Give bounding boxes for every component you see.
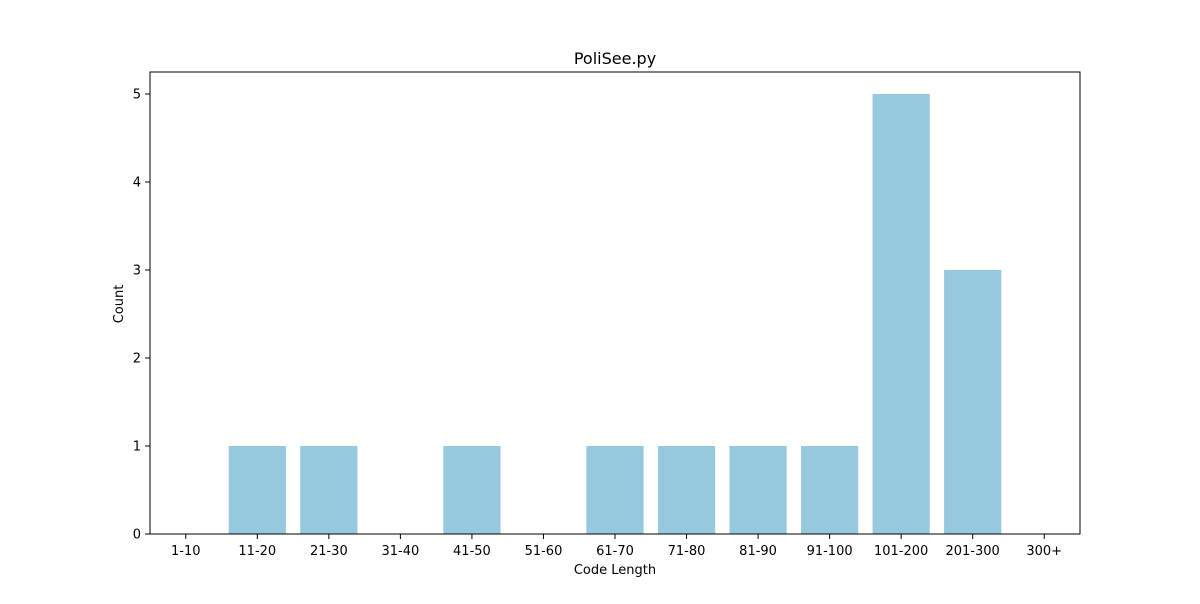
x-tick-label: 11-20 — [238, 544, 276, 559]
x-tick-label: 21-30 — [310, 544, 348, 559]
bar-101-200 — [872, 94, 930, 534]
x-tick-label: 91-100 — [807, 544, 853, 559]
y-tick-label: 4 — [133, 176, 141, 191]
x-tick-label: 61-70 — [596, 544, 634, 559]
bar-41-50 — [443, 446, 501, 534]
y-tick-label: 5 — [133, 88, 141, 103]
y-tick-label: 0 — [133, 528, 141, 543]
x-tick-label: 71-80 — [668, 544, 706, 559]
x-tick-label: 41-50 — [453, 544, 491, 559]
x-tick-label: 31-40 — [381, 544, 419, 559]
x-tick-label: 51-60 — [525, 544, 563, 559]
bar-21-30 — [300, 446, 358, 534]
chart-title: PoliSee.py — [574, 49, 656, 68]
bar-91-100 — [801, 446, 859, 534]
bar-71-80 — [657, 446, 716, 534]
x-tick-label: 201-300 — [946, 544, 1000, 559]
y-tick-label: 2 — [133, 352, 141, 367]
x-tick-label: 1-10 — [171, 544, 201, 559]
x-tick-label: 81-90 — [739, 544, 777, 559]
axes-layer: 1-10 11-20 21-30 31-40 41-50 51-60 61-70 71-80 8… — [133, 71, 1081, 559]
bar-201-300 — [944, 270, 1002, 534]
labels-layer: PoliSee.py Code Length Count — [112, 49, 656, 578]
y-tick-label: 1 — [133, 440, 141, 455]
y-tick-label: 3 — [133, 264, 141, 279]
bars-layer — [228, 94, 1002, 534]
x-tick-label: 101-200 — [874, 544, 928, 559]
bar-61-70 — [586, 446, 644, 534]
bar-11-20 — [228, 446, 286, 534]
x-tick-label: 300+ — [1026, 544, 1062, 559]
bar-81-90 — [729, 446, 787, 534]
y-axis-title: Count — [112, 285, 127, 324]
x-axis-title: Code Length — [574, 563, 656, 578]
